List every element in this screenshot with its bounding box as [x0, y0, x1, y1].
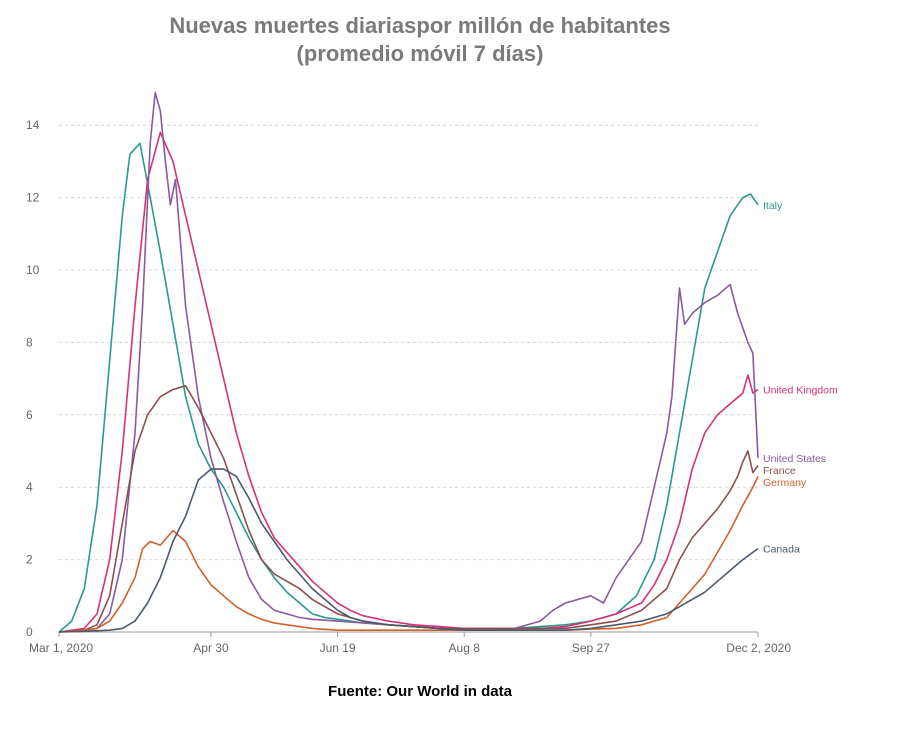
series-lines: [58, 91, 759, 633]
x-axis-ticks: Mar 1, 2020 Apr 30 Jun 19 Aug 8 Sep 27 Dec 2,…: [29, 632, 791, 655]
y-tick-label: 12: [26, 191, 40, 205]
grid-lines: [59, 124, 758, 561]
y-tick-label: 4: [26, 480, 33, 494]
y-tick-label: 0: [26, 625, 33, 639]
series-line-united-kingdom: [58, 131, 759, 633]
x-tick-label: Aug 8: [449, 641, 481, 655]
x-tick-label: Sep 27: [572, 641, 610, 655]
chart-title-line1: Nuevas muertes diariaspor millón de habi…: [169, 13, 671, 38]
y-axis-ticks: 0 2 4 6 8 10 12 14: [26, 118, 40, 639]
y-tick-label: 8: [26, 335, 33, 349]
y-tick-label: 14: [26, 118, 40, 132]
series-line-canada: [58, 468, 759, 633]
series-line-united-states: [58, 91, 759, 633]
series-label-germany: Germany: [763, 477, 807, 489]
source-note: Fuente: Our World in data: [328, 683, 512, 700]
y-tick-label: 10: [26, 263, 40, 277]
series-labels: Italy United Kingdom United StatesFranceGe…: [763, 200, 838, 556]
chart-title-line2: (promedio móvil 7 días): [296, 41, 544, 66]
x-tick-label: Apr 30: [193, 641, 229, 655]
series-label-united-states: United States: [763, 453, 826, 465]
series-label-france: France: [763, 465, 796, 477]
chart-title: Nuevas muertes diariaspor millón de habi…: [0, 12, 840, 68]
series-line-italy: [58, 142, 759, 633]
series-label-canada: Canada: [763, 544, 800, 556]
series-line-germany: [58, 475, 759, 633]
series-line-france: [58, 385, 759, 633]
x-tick-label: Jun 19: [320, 641, 356, 655]
y-tick-label: 6: [26, 408, 33, 422]
series-label-italy: Italy: [763, 200, 783, 212]
x-tick-label: Mar 1, 2020: [29, 641, 93, 655]
x-tick-label: Dec 2, 2020: [726, 641, 791, 655]
y-tick-label: 2: [26, 553, 33, 567]
series-label-united-kingdom: United Kingdom: [763, 384, 838, 396]
